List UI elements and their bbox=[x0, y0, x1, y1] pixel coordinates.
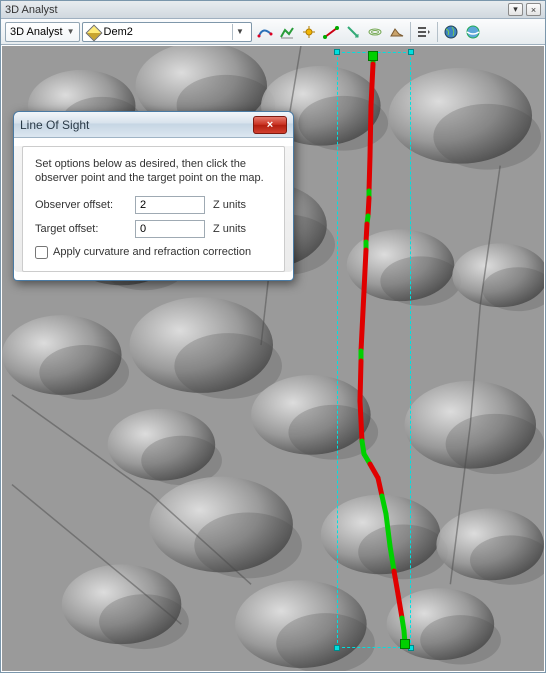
dropdown-button[interactable]: ▾ bbox=[508, 3, 523, 16]
line-of-sight-dialog: Line Of Sight × Set options below as des… bbox=[13, 111, 294, 281]
profile-graph-icon[interactable] bbox=[276, 21, 298, 43]
observer-offset-input[interactable] bbox=[135, 196, 205, 214]
contour-icon[interactable] bbox=[364, 21, 386, 43]
analyst-menu[interactable]: 3D Analyst ▼ bbox=[5, 22, 80, 42]
line-of-sight-icon[interactable] bbox=[320, 21, 342, 43]
target-units: Z units bbox=[213, 223, 246, 235]
steepest-path-icon[interactable] bbox=[342, 21, 364, 43]
layer-name: Dem2 bbox=[104, 26, 232, 38]
target-offset-label: Target offset: bbox=[35, 223, 135, 235]
3d-analyst-panel: 3D Analyst ▾ × 3D Analyst ▼ Dem2 ▼ Line … bbox=[0, 0, 546, 673]
observer-offset-row: Observer offset: Z units bbox=[35, 196, 272, 214]
dialog-titlebar[interactable]: Line Of Sight × bbox=[14, 112, 293, 138]
panel-title: 3D Analyst bbox=[5, 4, 508, 16]
toolbar-separator bbox=[437, 22, 438, 42]
titlebar-buttons: ▾ × bbox=[508, 3, 541, 16]
target-offset-row: Target offset: Z units bbox=[35, 220, 272, 238]
toolbar-icon-group bbox=[254, 21, 484, 43]
analyst-menu-label: 3D Analyst bbox=[10, 26, 63, 38]
terrain-layer-icon[interactable] bbox=[386, 21, 408, 43]
curvature-row: Apply curvature and refraction correctio… bbox=[35, 246, 272, 259]
curvature-label: Apply curvature and refraction correctio… bbox=[53, 246, 251, 258]
arcglobe-icon[interactable] bbox=[440, 21, 462, 43]
interpolate-point-icon[interactable] bbox=[298, 21, 320, 43]
arcscn-icon[interactable] bbox=[462, 21, 484, 43]
dialog-inner: Set options below as desired, then click… bbox=[22, 146, 285, 272]
toolbar-separator bbox=[410, 22, 411, 42]
observer-offset-label: Observer offset: bbox=[35, 199, 135, 211]
dialog-body: Set options below as desired, then click… bbox=[14, 146, 293, 272]
panel-titlebar[interactable]: 3D Analyst ▾ × bbox=[1, 1, 545, 19]
chevron-down-icon[interactable]: ▼ bbox=[232, 24, 248, 40]
interpolate-line-icon[interactable] bbox=[254, 21, 276, 43]
options-icon[interactable] bbox=[413, 21, 435, 43]
3d-analyst-toolbar: 3D Analyst ▼ Dem2 ▼ bbox=[1, 19, 545, 45]
chevron-down-icon: ▼ bbox=[67, 27, 75, 36]
close-icon: × bbox=[267, 119, 273, 131]
raster-layer-icon bbox=[86, 25, 100, 39]
target-offset-input[interactable] bbox=[135, 220, 205, 238]
close-dialog-button[interactable]: × bbox=[253, 116, 287, 134]
close-panel-button[interactable]: × bbox=[526, 3, 541, 16]
dialog-title: Line Of Sight bbox=[20, 118, 253, 132]
observer-units: Z units bbox=[213, 199, 246, 211]
layer-selector[interactable]: Dem2 ▼ bbox=[82, 22, 252, 42]
curvature-checkbox[interactable] bbox=[35, 246, 48, 259]
dialog-instruction: Set options below as desired, then click… bbox=[35, 157, 272, 186]
